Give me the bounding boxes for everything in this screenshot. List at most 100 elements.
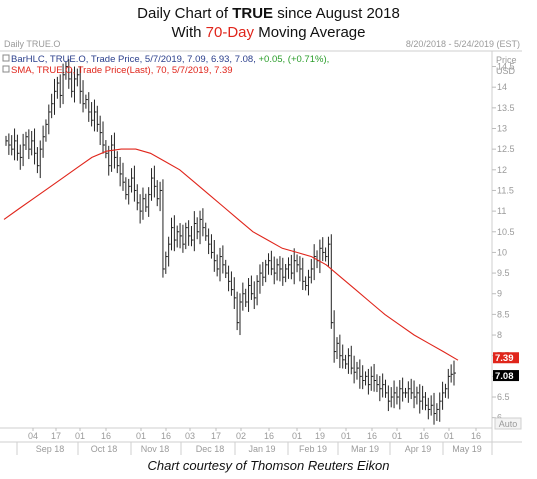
price-bar — [42, 125, 46, 158]
price-bar — [350, 345, 354, 375]
price-bar — [373, 363, 377, 392]
price-bar — [347, 348, 351, 374]
price-bar — [71, 69, 74, 98]
last-value-label: 7.39 — [495, 353, 514, 364]
price-bar — [185, 222, 188, 250]
price-bar — [279, 256, 282, 282]
price-bar — [162, 179, 165, 278]
x-tick-label: 01 — [392, 431, 402, 441]
price-bar — [171, 217, 174, 251]
price-bar — [128, 178, 131, 205]
price-bar — [102, 121, 106, 154]
price-bar — [453, 360, 456, 386]
x-tick-label: 16 — [101, 431, 111, 441]
price-bar — [439, 392, 442, 422]
price-bar — [16, 134, 20, 161]
y-tick-label: 9.5 — [497, 268, 510, 278]
y-tick-label: 13 — [497, 123, 507, 133]
price-bar — [202, 208, 205, 237]
price-bar — [54, 78, 57, 115]
price-bar — [85, 94, 88, 109]
price-bar — [424, 392, 428, 411]
price-axis-title: Price — [496, 55, 517, 65]
price-bar — [208, 228, 211, 255]
month-label: Feb 19 — [299, 444, 327, 454]
price-bar — [447, 368, 451, 399]
price-bar — [79, 66, 83, 104]
price-bar — [145, 193, 148, 212]
price-bar — [113, 132, 117, 169]
price-bar — [122, 162, 125, 191]
month-label: Dec 18 — [196, 444, 225, 454]
x-tick-label: 16 — [161, 431, 171, 441]
price-bar — [379, 375, 382, 402]
date-range: 8/20/2018 - 5/24/2019 (EST) — [406, 39, 520, 49]
y-tick-label: 14.5 — [497, 62, 515, 72]
month-label: Sep 18 — [36, 444, 65, 454]
price-bar — [287, 257, 291, 279]
x-tick-label: 01 — [444, 431, 454, 441]
y-tick-label: 12.5 — [497, 144, 515, 154]
price-bar — [51, 93, 54, 119]
y-tick-label: 11 — [497, 206, 506, 216]
x-tick-label: 01 — [292, 431, 302, 441]
price-bar — [402, 377, 405, 402]
price-bar — [199, 210, 203, 245]
x-tick-label: 04 — [28, 431, 38, 441]
price-bar — [5, 135, 8, 146]
month-label: Oct 18 — [91, 444, 118, 454]
x-tick-label: 17 — [211, 431, 221, 441]
price-bar — [133, 165, 137, 202]
price-bar — [270, 250, 274, 276]
price-bar — [367, 368, 371, 395]
price-bar — [353, 355, 357, 384]
price-bar — [293, 248, 297, 285]
price-bar — [339, 334, 342, 369]
price-bar — [213, 240, 217, 272]
price-bar — [265, 259, 268, 283]
price-bar — [68, 59, 71, 89]
last-value-tag — [493, 370, 519, 382]
price-bar — [190, 225, 194, 247]
price-bar — [299, 256, 302, 282]
price-bar — [390, 387, 394, 408]
price-bar — [193, 211, 197, 252]
y-tick-label: 13.5 — [497, 103, 515, 113]
price-bar — [376, 374, 379, 393]
price-bar — [359, 359, 362, 389]
price-bar — [105, 140, 108, 159]
price-bar — [327, 236, 331, 267]
legend-sma-text: SMA, TRUE.O, Trade Price(Last), 70, 5/7/… — [11, 65, 233, 76]
price-bar — [22, 133, 26, 167]
price-bar — [176, 225, 180, 248]
price-bar — [259, 264, 262, 294]
x-tick-label: 19 — [315, 431, 325, 441]
price-bar — [248, 278, 251, 312]
x-tick-label: 03 — [185, 431, 195, 441]
price-bar — [151, 168, 154, 201]
price-bar — [59, 74, 63, 108]
last-value-tag — [493, 352, 519, 364]
price-bar — [159, 181, 163, 212]
month-label: Nov 18 — [141, 444, 170, 454]
price-bar — [165, 251, 168, 274]
price-bar — [116, 151, 120, 174]
price-bar — [450, 364, 454, 383]
price-bar — [310, 259, 314, 284]
y-tick-label: 8 — [497, 330, 502, 340]
price-bar — [156, 180, 160, 207]
x-tick-label: 01 — [341, 431, 351, 441]
price-bar — [250, 275, 254, 300]
price-bar — [8, 133, 11, 155]
price-bar — [276, 258, 280, 281]
price-bar — [413, 380, 417, 409]
legend-collapse-icon — [2, 65, 10, 73]
price-bar — [19, 144, 23, 170]
price-bar — [168, 236, 171, 267]
price-bar — [11, 135, 14, 156]
auto-scale-button — [494, 417, 522, 430]
price-bar — [119, 156, 123, 187]
price-bar — [25, 131, 28, 150]
x-tick-label: 16 — [419, 431, 429, 441]
